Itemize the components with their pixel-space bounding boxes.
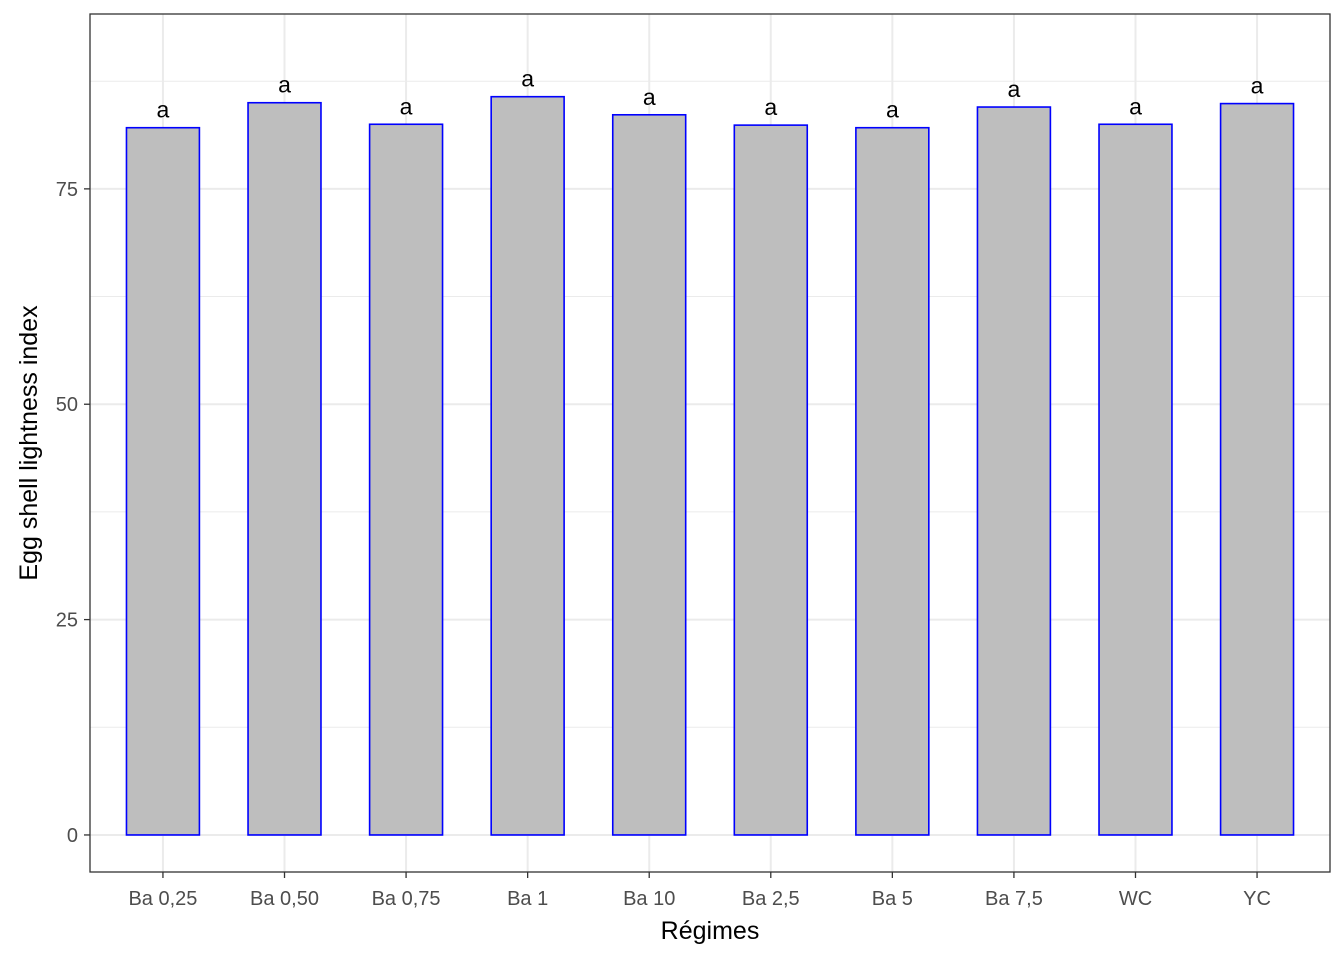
x-axis: Ba 0,25 Ba 0,50 Ba 0,75 Ba 1 Ba 10 Ba 2,5 Ba 5… xyxy=(128,872,1271,910)
x-tick-label: YC xyxy=(1243,888,1271,910)
data-label-0: a xyxy=(157,97,170,123)
bar-3 xyxy=(490,95,565,836)
x-tick-label: Ba 0,50 xyxy=(250,888,319,910)
data-labels: a a a a a a a a a a xyxy=(157,66,1264,123)
bar-7 xyxy=(976,106,1052,836)
y-tick-label: 50 xyxy=(56,394,78,416)
x-tick-label: Ba 0,25 xyxy=(128,888,197,910)
data-label-8: a xyxy=(1129,93,1142,119)
y-tick-label: 75 xyxy=(56,179,78,201)
x-tick-label: Ba 10 xyxy=(623,888,675,910)
data-label-6: a xyxy=(886,97,899,123)
data-label-5: a xyxy=(764,94,777,120)
bar-0 xyxy=(125,126,201,836)
y-tick-label: 25 xyxy=(56,610,78,632)
data-label-2: a xyxy=(400,93,413,119)
bar-9 xyxy=(1219,102,1295,836)
bar-1 xyxy=(247,101,322,836)
data-label-7: a xyxy=(1008,76,1021,102)
x-tick-label: Ba 7,5 xyxy=(985,888,1043,910)
bar-5 xyxy=(733,124,809,836)
data-label-3: a xyxy=(521,66,534,92)
bar-2 xyxy=(368,123,444,836)
x-tick-label: Ba 0,75 xyxy=(372,888,441,910)
x-tick-label: WC xyxy=(1119,888,1152,910)
y-axis-title: Egg shell lightness index xyxy=(15,305,43,581)
y-axis: 0 25 50 75 xyxy=(56,179,90,847)
bar-4 xyxy=(611,113,687,836)
panel-border xyxy=(89,13,1331,873)
data-label-4: a xyxy=(643,84,656,110)
x-tick-label: Ba 5 xyxy=(872,888,913,910)
x-tick-label: Ba 1 xyxy=(507,888,548,910)
bar-6 xyxy=(855,126,930,836)
x-tick-label: Ba 2,5 xyxy=(742,888,800,910)
y-tick-label: 0 xyxy=(67,825,78,847)
bars xyxy=(125,95,1295,836)
bar-8 xyxy=(1098,123,1173,836)
data-label-9: a xyxy=(1251,73,1264,99)
x-axis-title: Régimes xyxy=(661,917,760,945)
data-label-1: a xyxy=(278,72,291,98)
